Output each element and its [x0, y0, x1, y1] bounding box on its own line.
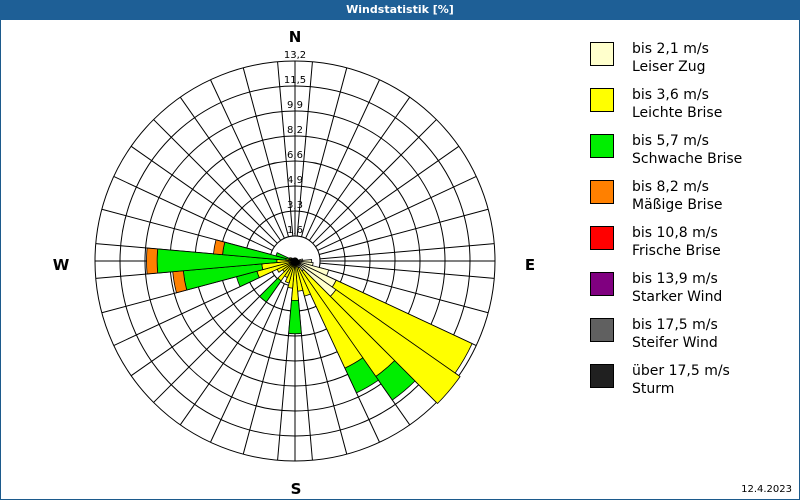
grid-spoke — [154, 120, 278, 244]
wind-wedge — [213, 240, 224, 255]
chart-title: Windstatistik [%] — [0, 0, 800, 20]
ring-label: 13,2 — [284, 50, 306, 61]
grid-spoke — [243, 68, 288, 237]
ring-label: 1,6 — [287, 225, 303, 236]
grid-spoke — [243, 285, 288, 454]
legend-swatch — [590, 180, 614, 204]
grid-spoke — [315, 146, 458, 246]
ring-label: 6,6 — [287, 150, 303, 161]
wind-wedge — [147, 248, 158, 274]
grid-spoke — [210, 284, 284, 443]
grid-spoke — [154, 279, 278, 403]
ring-label: 9,9 — [287, 100, 303, 111]
grid-spoke — [180, 97, 280, 240]
grid-spoke — [318, 176, 477, 250]
ring-label: 11,5 — [284, 75, 306, 86]
legend-label: Starker Wind — [632, 288, 722, 306]
legend-speed: bis 17,5 m/s — [632, 316, 718, 334]
wind-rose-wedges — [147, 240, 473, 404]
grid-spoke — [301, 68, 346, 237]
legend-swatch — [590, 272, 614, 296]
legend-label: Sturm — [632, 380, 730, 398]
legend-speed: bis 3,6 m/s — [632, 86, 722, 104]
legend-swatch — [590, 364, 614, 388]
grid-spoke — [131, 275, 274, 375]
grid-spoke — [320, 263, 494, 278]
grid-spoke — [131, 146, 274, 246]
grid-spoke — [306, 80, 380, 239]
legend-swatch — [590, 226, 614, 250]
legend-speed: bis 10,8 m/s — [632, 224, 721, 242]
legend-swatch — [590, 134, 614, 158]
compass-south: S — [291, 480, 302, 498]
legend-label: Mäßige Brise — [632, 196, 722, 214]
grid-spoke — [320, 244, 494, 259]
grid-spoke — [319, 209, 488, 254]
ring-label: 4,9 — [287, 175, 303, 186]
legend-swatch — [590, 42, 614, 66]
grid-spoke — [313, 120, 437, 244]
grid-spoke — [309, 97, 409, 240]
legend-speed: bis 2,1 m/s — [632, 40, 709, 58]
legend-speed: bis 8,2 m/s — [632, 178, 722, 196]
legend-speed: bis 13,9 m/s — [632, 270, 722, 288]
legend-label: Steifer Wind — [632, 334, 718, 352]
legend-swatch — [590, 318, 614, 342]
legend-label: Frische Brise — [632, 242, 721, 260]
compass-east: E — [525, 256, 535, 274]
grid-spoke — [114, 176, 273, 250]
compass-north: N — [289, 28, 302, 46]
legend-label: Schwache Brise — [632, 150, 742, 168]
legend-speed: bis 5,7 m/s — [632, 132, 742, 150]
legend-swatch — [590, 88, 614, 112]
ring-label: 3,3 — [287, 200, 303, 211]
legend-label: Leiser Zug — [632, 58, 709, 76]
compass-west: W — [53, 256, 70, 274]
wind-wedge — [289, 300, 302, 333]
ring-label: 8,2 — [287, 125, 303, 136]
grid-spoke — [180, 281, 280, 424]
legend-label: Leichte Brise — [632, 104, 722, 122]
grid-spoke — [210, 80, 284, 239]
chart-date: 12.4.2023 — [741, 484, 792, 495]
legend-speed: über 17,5 m/s — [632, 362, 730, 380]
